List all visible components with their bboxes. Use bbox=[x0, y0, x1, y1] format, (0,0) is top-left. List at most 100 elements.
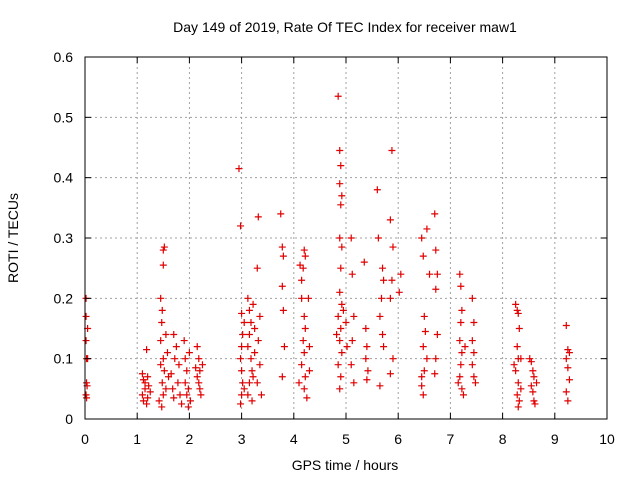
data-point bbox=[172, 343, 180, 351]
data-point bbox=[301, 325, 309, 332]
data-point bbox=[138, 370, 146, 378]
data-point bbox=[336, 385, 344, 393]
data-point bbox=[180, 337, 188, 345]
y-axis-label: ROTI / TECUs bbox=[5, 193, 21, 283]
data-point bbox=[238, 367, 246, 375]
data-point bbox=[565, 376, 573, 384]
data-point bbox=[237, 355, 245, 363]
data-point bbox=[419, 391, 427, 399]
data-point bbox=[158, 379, 166, 387]
data-point bbox=[159, 261, 167, 269]
data-point bbox=[386, 216, 394, 224]
data-point bbox=[457, 318, 465, 326]
data-point bbox=[512, 367, 520, 375]
data-point bbox=[338, 300, 346, 308]
data-point bbox=[139, 397, 147, 405]
data-point bbox=[418, 234, 426, 242]
x-tick-label: 10 bbox=[599, 431, 615, 447]
data-point bbox=[157, 337, 165, 345]
data-point bbox=[198, 361, 206, 369]
data-point bbox=[514, 379, 522, 387]
data-point bbox=[362, 355, 370, 363]
data-point bbox=[143, 400, 151, 408]
data-point bbox=[376, 312, 384, 320]
data-point bbox=[432, 285, 440, 293]
data-point bbox=[193, 343, 201, 351]
data-point bbox=[145, 382, 153, 390]
data-point bbox=[174, 379, 182, 387]
y-axis-ticks: 0 0.1 0.2 0.3 0.4 0.5 0.6 bbox=[54, 49, 607, 427]
data-point bbox=[251, 325, 259, 332]
data-point bbox=[338, 243, 346, 251]
data-point bbox=[395, 288, 403, 296]
data-point bbox=[337, 162, 345, 170]
data-point bbox=[530, 397, 538, 405]
data-point bbox=[386, 294, 394, 302]
data-point bbox=[248, 397, 256, 405]
x-tick-label: 5 bbox=[342, 431, 350, 447]
x-axis-ticks: 0 1 2 3 4 5 6 7 8 9 10 bbox=[81, 57, 615, 447]
data-point bbox=[337, 201, 345, 209]
x-tick-label: 3 bbox=[238, 431, 246, 447]
data-point bbox=[377, 294, 385, 302]
data-point bbox=[336, 337, 344, 345]
data-point bbox=[245, 379, 253, 387]
data-point bbox=[235, 165, 243, 173]
data-point bbox=[257, 391, 265, 399]
data-point bbox=[299, 264, 307, 272]
data-point bbox=[431, 370, 439, 378]
data-point bbox=[300, 312, 308, 320]
data-point bbox=[256, 312, 264, 320]
data-point bbox=[162, 385, 170, 393]
data-point bbox=[418, 382, 426, 390]
data-point bbox=[305, 343, 313, 351]
data-point bbox=[254, 213, 262, 221]
data-point bbox=[457, 361, 465, 369]
data-point bbox=[278, 282, 286, 290]
data-point bbox=[237, 400, 245, 408]
data-point bbox=[155, 397, 163, 405]
data-point bbox=[176, 391, 184, 399]
data-point bbox=[337, 325, 345, 332]
data-point bbox=[159, 355, 167, 363]
data-point bbox=[170, 331, 178, 339]
data-point bbox=[531, 400, 539, 408]
data-point bbox=[470, 373, 478, 381]
data-point bbox=[240, 318, 248, 326]
data-point bbox=[237, 222, 245, 230]
x-tick-label: 6 bbox=[394, 431, 402, 447]
data-point bbox=[244, 391, 252, 399]
data-point bbox=[432, 355, 440, 363]
data-point bbox=[380, 343, 388, 351]
data-point bbox=[510, 361, 518, 369]
x-tick-label: 9 bbox=[551, 431, 559, 447]
data-point bbox=[195, 355, 203, 363]
data-point bbox=[514, 403, 522, 411]
data-point bbox=[83, 394, 91, 402]
data-point bbox=[181, 379, 189, 387]
data-point bbox=[279, 252, 287, 260]
data-point bbox=[380, 276, 388, 284]
data-point bbox=[420, 367, 428, 375]
x-tick-label: 4 bbox=[290, 431, 298, 447]
data-point bbox=[360, 258, 368, 266]
data-point bbox=[420, 312, 428, 320]
data-point bbox=[197, 391, 205, 399]
data-point bbox=[526, 355, 534, 363]
data-point bbox=[456, 337, 464, 345]
y-tick-label: 0.6 bbox=[54, 49, 74, 65]
data-points bbox=[82, 92, 573, 411]
data-point bbox=[248, 367, 256, 375]
data-point bbox=[373, 186, 381, 194]
data-point bbox=[337, 373, 345, 381]
data-point bbox=[144, 373, 152, 381]
data-point bbox=[170, 394, 178, 402]
data-point bbox=[461, 343, 469, 351]
data-point bbox=[183, 391, 191, 399]
data-point bbox=[336, 147, 344, 155]
data-point bbox=[458, 306, 466, 314]
data-point bbox=[347, 361, 355, 369]
data-point bbox=[253, 379, 261, 387]
data-point bbox=[184, 403, 192, 411]
data-point bbox=[303, 394, 311, 402]
